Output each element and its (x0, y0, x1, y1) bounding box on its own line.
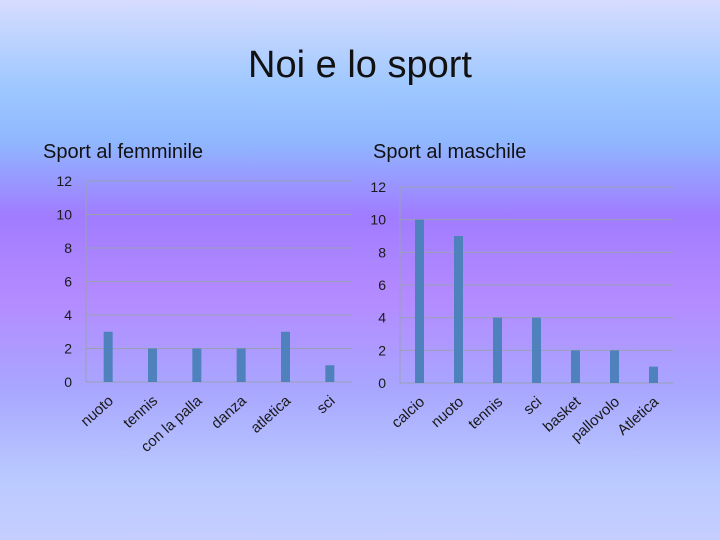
y-tick-label: 8 (378, 244, 386, 260)
bar (493, 317, 502, 383)
bar (415, 219, 424, 383)
bar (148, 348, 157, 382)
x-category-label: Atletica (614, 393, 662, 439)
x-category-label: tennis (465, 393, 506, 432)
bar (281, 331, 290, 382)
bar (649, 366, 658, 383)
y-tick-label: 2 (378, 342, 386, 358)
chart-title-female: Sport al femminile (43, 141, 204, 163)
y-tick-label: 2 (64, 341, 72, 357)
y-tick-label: 6 (64, 274, 72, 290)
y-tick-label: 8 (64, 240, 72, 256)
y-tick-label: 4 (64, 307, 72, 323)
bar (103, 331, 113, 382)
x-category-label: sci (520, 393, 545, 418)
bar (610, 350, 619, 383)
bar (325, 365, 335, 382)
y-tick-label: 4 (378, 310, 386, 326)
x-category-label: calcio (388, 393, 428, 431)
y-tick-label: 6 (378, 277, 386, 293)
bar (192, 348, 202, 382)
x-category-label: nuoto (428, 393, 467, 431)
bar (571, 350, 580, 383)
y-tick-label: 12 (56, 173, 72, 189)
bar (236, 348, 246, 382)
slide-title: Noi e lo sport (248, 44, 472, 86)
y-tick-label: 0 (378, 375, 386, 391)
bar (454, 236, 463, 383)
y-tick-label: 10 (56, 207, 72, 223)
y-tick-label: 10 (370, 212, 386, 228)
y-tick-label: 12 (370, 179, 386, 195)
y-tick-label: 0 (64, 374, 72, 390)
chart-title-male: Sport al maschile (373, 141, 527, 163)
bar (532, 317, 541, 383)
